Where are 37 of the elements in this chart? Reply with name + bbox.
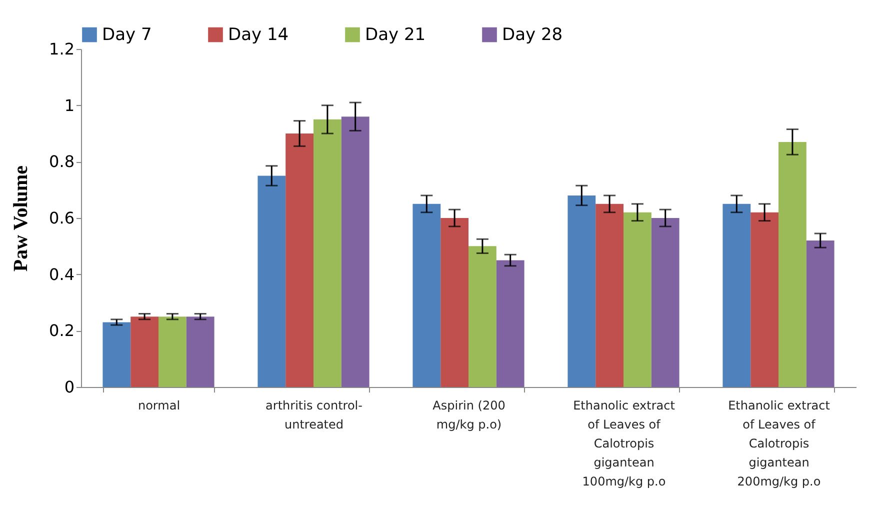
x-tick-label: normal (138, 398, 180, 412)
x-tick-label: Ethanolic extract of Leaves of Calotropis gigantean 100mg/kg p.o (573, 398, 676, 488)
bar (314, 119, 342, 387)
bar (341, 116, 370, 387)
y-tick-label: 0.4 (49, 264, 74, 284)
bar (158, 316, 186, 387)
y-tick-label: 0.8 (49, 152, 74, 172)
bar (468, 246, 496, 387)
bar (412, 204, 441, 387)
x-tick-label: Aspirin (200 mg/kg p.o) (432, 398, 506, 432)
bar (186, 316, 214, 387)
bar (286, 134, 314, 387)
legend-label: Day 28 (502, 24, 563, 45)
bar (258, 176, 286, 387)
bar (596, 204, 624, 387)
bar (722, 204, 751, 387)
legend-label: Day 7 (102, 24, 152, 45)
bar (102, 322, 131, 387)
bar (778, 142, 806, 387)
bar (806, 240, 834, 387)
y-axis-title: Paw Volume (10, 165, 32, 272)
x-tick-label: Ethanolic extract of Leaves of Calotropis gigantean 200mg/kg p.o (728, 398, 830, 488)
bar (440, 218, 468, 387)
bar (130, 316, 158, 387)
y-tick-label: 0 (64, 378, 74, 396)
bar (496, 260, 524, 387)
bar (651, 218, 680, 387)
y-tick-label: 1.2 (49, 40, 74, 58)
legend-label: Day 21 (365, 24, 426, 45)
y-tick-label: 0.2 (49, 321, 74, 340)
bar (624, 212, 652, 387)
x-tick-label: arthritis control- untreated (266, 398, 362, 432)
y-tick-label: 0.6 (49, 208, 74, 228)
legend-label: Day 14 (228, 24, 289, 45)
bar (568, 195, 596, 387)
bar (750, 212, 778, 387)
y-tick-label: 1 (64, 96, 74, 115)
